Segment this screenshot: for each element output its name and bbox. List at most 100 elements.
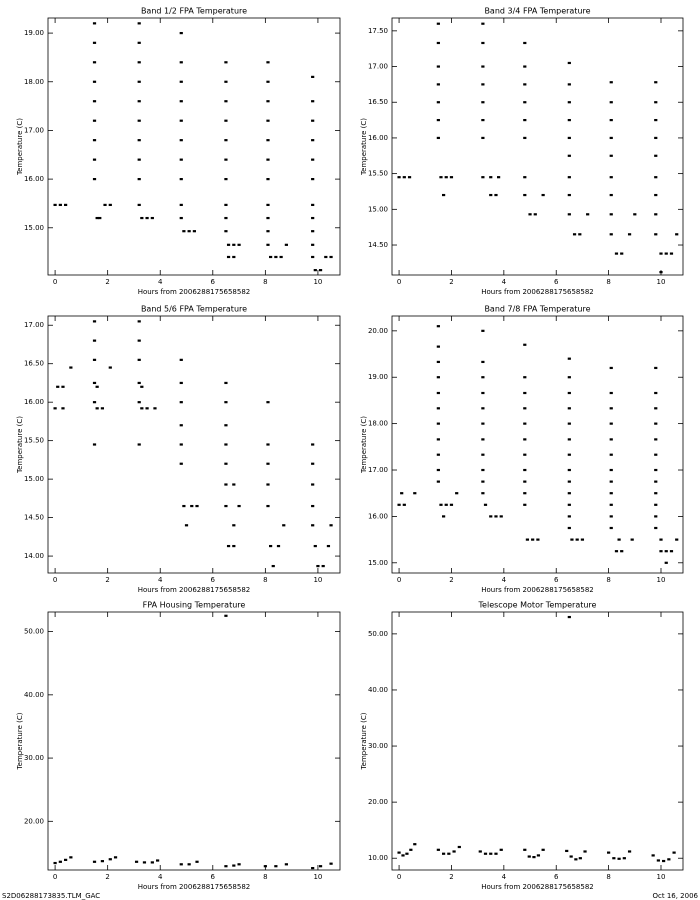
y-axis-label: Temperature (C)	[360, 416, 368, 474]
point	[224, 80, 228, 83]
point	[567, 101, 571, 104]
point	[98, 216, 102, 220]
point	[481, 438, 485, 441]
point	[441, 515, 446, 518]
point	[489, 852, 493, 855]
y-tick-label: 15.00	[24, 475, 44, 483]
point	[179, 424, 183, 427]
point	[659, 271, 663, 274]
point	[447, 852, 451, 855]
point	[224, 443, 228, 446]
plot-frame	[47, 17, 341, 276]
point	[179, 178, 183, 181]
point	[523, 83, 527, 86]
point	[654, 526, 658, 530]
point	[266, 216, 270, 220]
point	[617, 538, 621, 541]
point	[329, 862, 333, 865]
point	[266, 243, 270, 246]
point	[140, 407, 144, 410]
point	[324, 255, 328, 259]
point	[441, 193, 446, 197]
point	[609, 193, 613, 197]
y-tick-label: 50.00	[368, 630, 388, 638]
point	[436, 136, 440, 140]
point	[523, 438, 527, 441]
point	[266, 401, 270, 404]
point	[190, 504, 194, 508]
x-axis-label: Hours from 2006288175658582	[138, 288, 251, 296]
y-axis-label: Temperature (C)	[360, 712, 368, 770]
point	[179, 31, 183, 35]
point	[64, 858, 68, 861]
point	[137, 320, 141, 323]
point	[609, 213, 613, 216]
point	[609, 101, 613, 104]
point	[311, 243, 315, 246]
point	[656, 859, 660, 862]
point	[627, 233, 632, 236]
point	[401, 854, 405, 857]
point	[609, 407, 613, 410]
point	[266, 158, 270, 161]
point	[523, 101, 527, 104]
point	[483, 503, 488, 506]
x-tick-label: 6	[554, 873, 559, 881]
point	[92, 401, 97, 404]
panel: FPA Housing Temperature Hours from 200628…	[16, 601, 341, 891]
panel: Band 1/2 FPA Temperature Hours from 20062…	[16, 7, 341, 296]
point	[481, 468, 485, 472]
x-tick-label: 4	[158, 873, 163, 881]
point	[224, 203, 228, 207]
point	[654, 503, 658, 506]
point	[436, 345, 440, 348]
point	[232, 544, 236, 548]
point	[155, 859, 160, 862]
point	[567, 526, 571, 530]
point	[481, 118, 485, 122]
point	[481, 65, 485, 68]
point	[531, 538, 535, 541]
point	[439, 176, 443, 179]
point	[179, 216, 183, 220]
point	[226, 255, 231, 259]
point	[311, 867, 315, 870]
point	[137, 80, 141, 83]
point	[481, 41, 485, 45]
point	[567, 438, 571, 441]
point	[565, 849, 569, 853]
point	[153, 407, 157, 410]
point	[92, 61, 97, 64]
point	[311, 462, 315, 465]
point	[284, 243, 288, 246]
footer-right: Oct 16, 2006	[653, 892, 699, 900]
point	[441, 852, 446, 855]
point	[137, 100, 141, 103]
point	[311, 158, 315, 161]
point	[654, 101, 658, 104]
point	[61, 407, 65, 410]
point	[567, 154, 571, 157]
point	[654, 366, 658, 370]
point	[449, 503, 454, 506]
point	[481, 101, 485, 104]
x-tick-label: 4	[502, 278, 507, 286]
x-axis-label: Hours from 2006288175658582	[481, 586, 594, 594]
point	[630, 538, 634, 541]
point	[664, 561, 668, 564]
panel-title: Band 3/4 FPA Temperature	[484, 7, 590, 16]
point	[609, 366, 613, 370]
point	[523, 136, 527, 140]
point	[481, 391, 485, 395]
point	[659, 550, 663, 553]
point	[654, 422, 658, 425]
point	[436, 848, 440, 851]
point	[137, 401, 141, 404]
point	[266, 203, 270, 207]
point	[436, 360, 440, 364]
point	[402, 503, 406, 506]
point	[586, 213, 590, 216]
y-tick-label: 17.00	[24, 321, 44, 329]
point	[187, 863, 191, 866]
